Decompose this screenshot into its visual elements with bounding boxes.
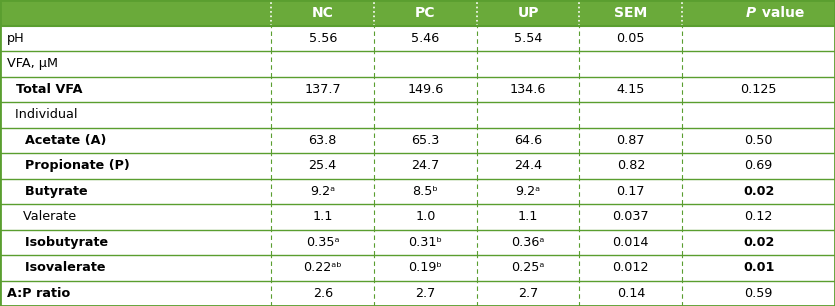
Bar (0, 204, 835, 230)
Text: SEM: SEM (615, 6, 647, 20)
Bar (0, 178, 835, 204)
Text: 0.037: 0.037 (613, 210, 649, 223)
Text: 5.46: 5.46 (412, 32, 439, 45)
Text: 0.01: 0.01 (743, 261, 774, 274)
Text: 0.125: 0.125 (741, 83, 777, 96)
Text: 1.0: 1.0 (415, 210, 436, 223)
Text: Valerate: Valerate (7, 210, 76, 223)
Text: 0.35ᵃ: 0.35ᵃ (306, 236, 340, 249)
Bar (0, 51, 835, 76)
Text: 0.05: 0.05 (616, 32, 645, 45)
Text: 0.02: 0.02 (743, 185, 774, 198)
Text: 149.6: 149.6 (407, 83, 443, 96)
Text: 4.15: 4.15 (617, 83, 645, 96)
Text: 65.3: 65.3 (412, 134, 439, 147)
Text: 0.02: 0.02 (743, 236, 774, 249)
Text: Isovalerate: Isovalerate (7, 261, 105, 274)
Text: value: value (757, 6, 804, 20)
Text: 137.7: 137.7 (305, 83, 341, 96)
Text: 24.4: 24.4 (514, 159, 542, 172)
Text: Propionate (P): Propionate (P) (7, 159, 129, 172)
Text: NC: NC (311, 6, 334, 20)
Text: 8.5ᵇ: 8.5ᵇ (412, 185, 438, 198)
Bar (0, 255, 835, 281)
Text: 0.14: 0.14 (617, 287, 645, 300)
Text: 0.25ᵃ: 0.25ᵃ (512, 261, 544, 274)
Text: 5.54: 5.54 (514, 32, 542, 45)
Bar (0, 25, 835, 51)
Text: UP: UP (518, 6, 539, 20)
Text: 5.56: 5.56 (309, 32, 337, 45)
Text: 9.2ᵃ: 9.2ᵃ (515, 185, 541, 198)
Text: 0.22ᵃᵇ: 0.22ᵃᵇ (303, 261, 342, 274)
Text: Isobutyrate: Isobutyrate (7, 236, 108, 249)
Text: 0.87: 0.87 (616, 134, 645, 147)
Text: A:P ratio: A:P ratio (7, 287, 70, 300)
Text: Total VFA: Total VFA (7, 83, 82, 96)
Text: PC: PC (415, 6, 436, 20)
Bar (0, 128, 835, 153)
Text: 0.014: 0.014 (613, 236, 649, 249)
Text: Butyrate: Butyrate (7, 185, 88, 198)
Bar (0, 281, 835, 306)
Text: Acetate (A): Acetate (A) (7, 134, 106, 147)
Text: 24.7: 24.7 (412, 159, 439, 172)
Text: 1.1: 1.1 (312, 210, 333, 223)
Text: 1.1: 1.1 (518, 210, 539, 223)
Text: 2.6: 2.6 (312, 287, 333, 300)
Text: 0.82: 0.82 (617, 159, 645, 172)
Text: 0.19ᵇ: 0.19ᵇ (408, 261, 443, 274)
Text: VFA, μM: VFA, μM (7, 57, 58, 70)
Text: 9.2ᵃ: 9.2ᵃ (310, 185, 336, 198)
Text: Individual: Individual (7, 108, 77, 121)
Bar (0, 102, 835, 128)
Text: 134.6: 134.6 (510, 83, 546, 96)
Bar (0, 0, 835, 25)
Text: pH: pH (7, 32, 24, 45)
Text: 63.8: 63.8 (309, 134, 337, 147)
Bar (0, 76, 835, 102)
Text: 25.4: 25.4 (309, 159, 337, 172)
Bar (0, 153, 835, 178)
Text: 0.12: 0.12 (745, 210, 772, 223)
Text: 0.59: 0.59 (745, 287, 772, 300)
Text: 2.7: 2.7 (518, 287, 539, 300)
Text: 0.50: 0.50 (744, 134, 773, 147)
Text: 0.012: 0.012 (613, 261, 649, 274)
Text: 0.17: 0.17 (616, 185, 645, 198)
Text: 0.36ᵃ: 0.36ᵃ (512, 236, 544, 249)
Text: 0.31ᵇ: 0.31ᵇ (408, 236, 443, 249)
Bar (0, 230, 835, 255)
Text: P: P (746, 6, 757, 20)
Text: 2.7: 2.7 (415, 287, 436, 300)
Text: 0.69: 0.69 (745, 159, 772, 172)
Text: 64.6: 64.6 (514, 134, 542, 147)
